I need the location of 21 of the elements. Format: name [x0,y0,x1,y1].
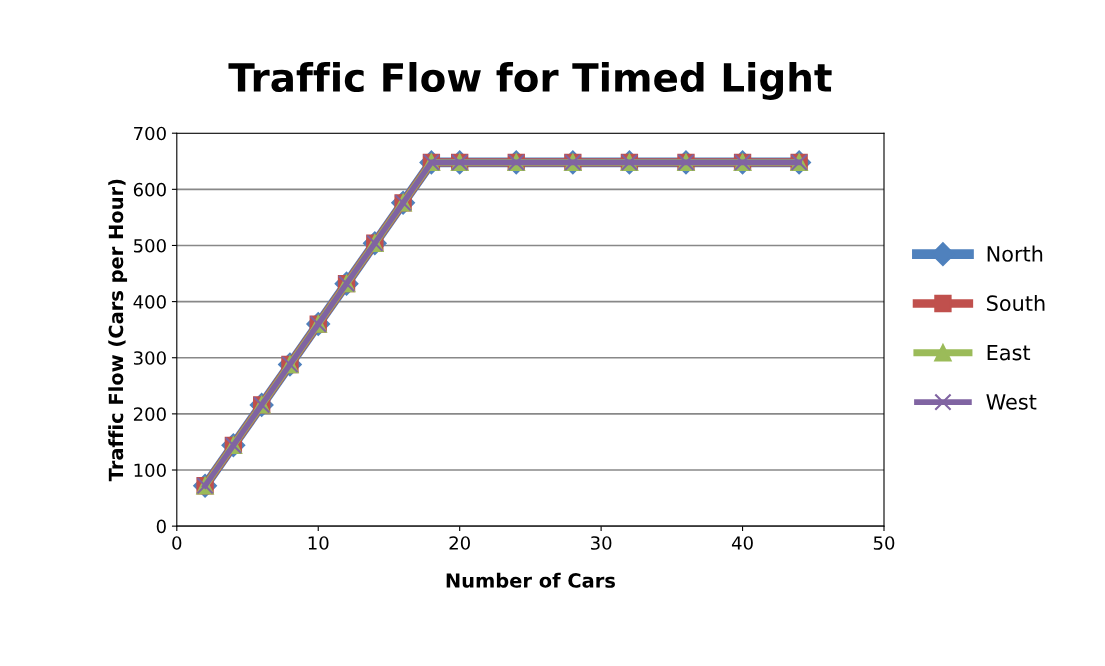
x-tick-label: 10 [308,536,329,550]
x-axis-title: Number of Cars [446,572,615,588]
y-tick-label: 100 [134,463,166,478]
legend-label: South [987,294,1045,312]
legend-label: East [987,344,1031,361]
y-tick-label: 400 [133,295,166,309]
y-tick-label: 200 [133,407,166,421]
x-tick-label: 50 [873,536,895,550]
legend-label: North [987,245,1043,262]
y-tick-label: 0 [156,519,166,534]
x-tick-label: 40 [731,536,753,550]
x-tick-label: 30 [591,536,612,550]
y-axis-title: Traffic Flow (Cars per Hour) [108,179,128,482]
x-tick-label: 20 [449,536,470,550]
y-tick-label: 300 [133,351,166,365]
chart-title: Traffic Flow for Timed Light [228,61,832,100]
y-tick-label: 500 [134,238,166,253]
x-tick-label: 0 [172,536,182,550]
y-tick-label: 600 [133,182,166,197]
legend-label: West [986,394,1037,410]
y-tick-label: 700 [134,126,166,141]
